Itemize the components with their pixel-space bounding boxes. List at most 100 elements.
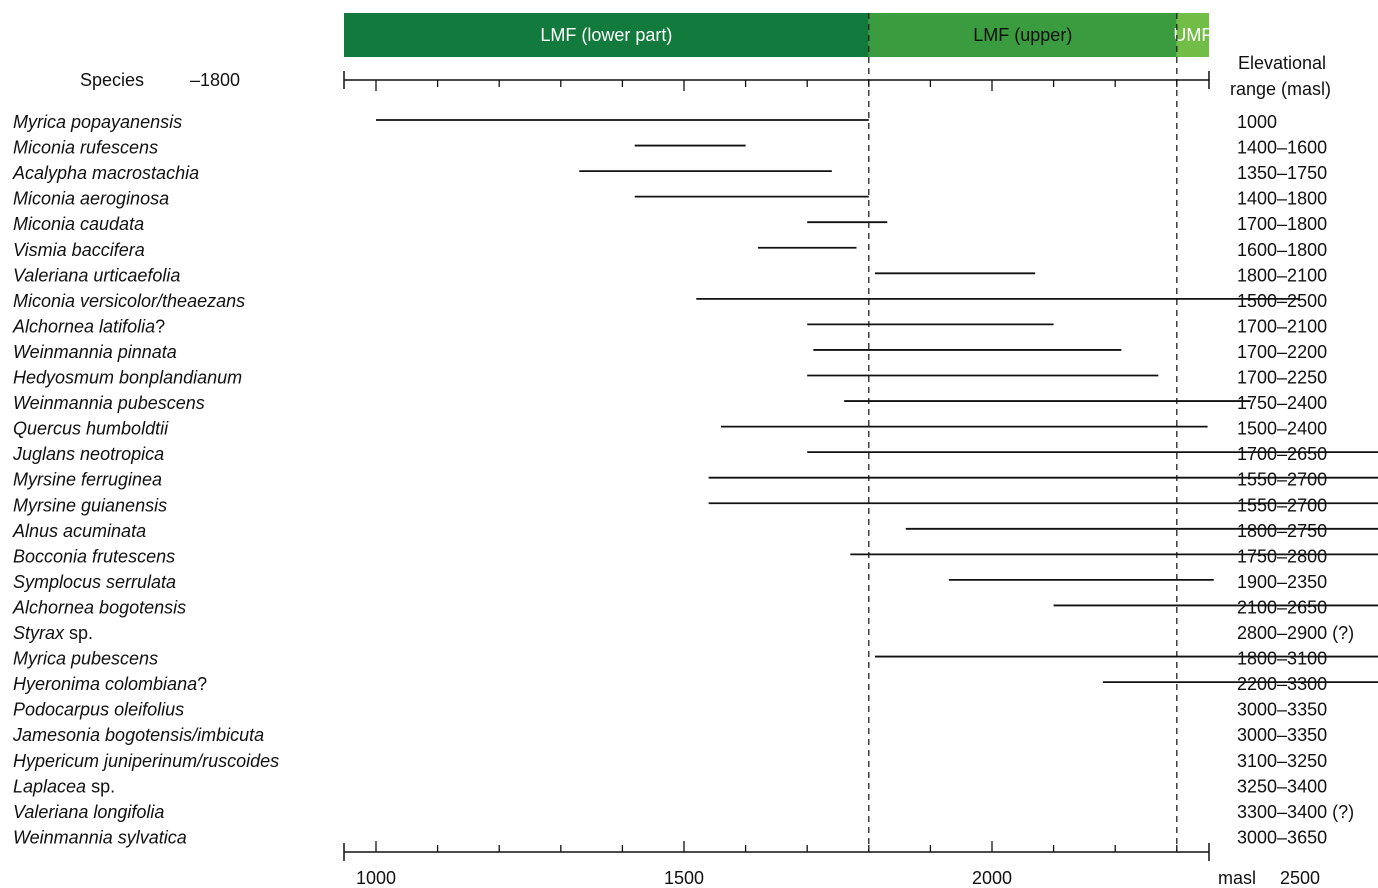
- species-name: Hyeronima colombiana?: [13, 674, 207, 694]
- species-row: Podocarpus oleifolius 3000–3350: [13, 700, 1327, 720]
- zone-band-0: [344, 13, 869, 57]
- species-range-label: 1600–1800: [1237, 240, 1327, 260]
- species-name-italic: Jamesonia bogotensis/imbicuta: [12, 725, 264, 745]
- zone-label-2: UMF: [1173, 25, 1212, 45]
- species-name: Myrsine ferruginea: [13, 470, 162, 490]
- species-range-label: 1700–2200: [1237, 342, 1327, 362]
- species-name-italic: Weinmannia pinnata: [13, 342, 177, 362]
- zone-boundary-lines: [868, 13, 1178, 852]
- species-row: Laplacea sp. 3250–3400: [13, 776, 1327, 796]
- species-name: Miconia aeroginosa: [13, 189, 169, 209]
- x-tick-label-1000: 1000: [356, 868, 396, 888]
- species-name-italic: Miconia caudata: [13, 214, 144, 234]
- species-range-label: 1750–2800: [1237, 546, 1327, 566]
- species-row: Weinmannia pinnata 1700–2200: [13, 342, 1327, 362]
- species-name-italic: Valeriana urticaefolia: [13, 265, 180, 285]
- species-name: Bocconia frutescens: [13, 546, 175, 566]
- species-range-label: 1500–2500: [1237, 291, 1327, 311]
- range-header-line-1: Elevational: [1238, 53, 1326, 73]
- species-row: Symplocus serrulata 1900–2350: [13, 572, 1327, 592]
- species-name-suffix: ?: [197, 674, 207, 694]
- species-name: Weinmannia pubescens: [13, 393, 205, 413]
- species-row: Valeriana urticaefolia 1800–2100: [13, 265, 1327, 285]
- species-name: Vismia baccifera: [13, 240, 145, 260]
- species-range-label: 1400–1800: [1237, 189, 1327, 209]
- species-name: Myrica pubescens: [13, 649, 158, 669]
- species-name: Jamesonia bogotensis/imbicuta: [12, 725, 264, 745]
- species-name-italic: Podocarpus oleifolius: [13, 700, 184, 720]
- species-range-label: 1700–2250: [1237, 368, 1327, 388]
- species-range-label: 1800–2750: [1237, 521, 1327, 541]
- species-row: Miconia aeroginosa 1400–1800: [13, 189, 1327, 209]
- species-row: Vismia baccifera 1600–1800: [13, 240, 1327, 260]
- species-name-italic: Myrica popayanensis: [13, 112, 182, 132]
- range-header-line-2: range (masl): [1230, 79, 1331, 99]
- species-name-italic: Miconia versicolor/theaezans: [13, 291, 245, 311]
- species-name-italic: Laplacea: [13, 776, 86, 796]
- species-name-italic: Bocconia frutescens: [13, 546, 175, 566]
- species-name-italic: Styrax: [13, 623, 65, 643]
- species-name-italic: Myrsine guianensis: [13, 495, 167, 515]
- species-name: Myrsine guianensis: [13, 495, 167, 515]
- species-range-label: 3000–3650: [1237, 827, 1327, 847]
- species-name-suffix: sp.: [86, 776, 115, 796]
- species-row: Jamesonia bogotensis/imbicuta 3000–3350: [12, 725, 1327, 745]
- species-row: Quercus humboldtii 1500–2400: [13, 419, 1327, 439]
- species-name-italic: Miconia rufescens: [13, 138, 158, 158]
- species-name: Hypericum juniperinum/ruscoides: [13, 751, 279, 771]
- zone-label-1: LMF (upper): [973, 25, 1072, 45]
- species-name-italic: Hedyosmum bonplandianum: [13, 368, 242, 388]
- species-row: Juglans neotropica 1700–2650: [12, 444, 1378, 464]
- species-range-label: 1350–1750: [1237, 163, 1327, 183]
- species-range-label: 3250–3400: [1237, 776, 1327, 796]
- species-name: Acalypha macrostachia: [12, 163, 199, 183]
- species-name-italic: Quercus humboldtii: [13, 419, 169, 439]
- species-row: Hedyosmum bonplandianum 1700–2250: [13, 368, 1327, 388]
- top-axis-start-label: –1800: [190, 70, 240, 90]
- species-name: Weinmannia sylvatica: [13, 827, 187, 847]
- species-name: Laplacea sp.: [13, 776, 115, 796]
- species-row: Hyeronima colombiana? 2200–3300: [13, 674, 1378, 694]
- species-range-label: 2800–2900 (?): [1237, 623, 1354, 643]
- species-range-label: 1700–2650: [1237, 444, 1327, 464]
- species-name-italic: Valeriana longifolia: [13, 802, 164, 822]
- species-row: Valeriana longifolia 3300–3400 (?): [13, 802, 1354, 822]
- species-row: Miconia versicolor/theaezans 1500–2500: [13, 291, 1327, 311]
- species-range-label: 1700–2100: [1237, 316, 1327, 336]
- species-row: Bocconia frutescens 1750–2800: [13, 546, 1378, 566]
- species-name-italic: Vismia baccifera: [13, 240, 145, 260]
- species-row: Myrica pubescens 1800–3100: [13, 649, 1378, 669]
- species-name: Alnus acuminata: [12, 521, 146, 541]
- species-header: Species: [80, 70, 144, 90]
- species-name-italic: Alchornea bogotensis: [12, 597, 186, 617]
- species-name: Myrica popayanensis: [13, 112, 182, 132]
- species-range-label: 3300–3400 (?): [1237, 802, 1354, 822]
- x-tick-label-2000: 2000: [972, 868, 1012, 888]
- species-name-italic: Hypericum juniperinum/ruscoides: [13, 751, 279, 771]
- species-range-label: 1800–2100: [1237, 265, 1327, 285]
- species-range-label: 2200–3300: [1237, 674, 1327, 694]
- species-name-italic: Symplocus serrulata: [13, 572, 176, 592]
- species-name-italic: Acalypha macrostachia: [12, 163, 199, 183]
- species-range-label: 1000: [1237, 112, 1277, 132]
- zone-band-1: [868, 13, 1177, 57]
- species-name: Alchornea latifolia?: [12, 316, 165, 336]
- species-range-label: 2100–2650: [1237, 597, 1327, 617]
- species-name-italic: Weinmannia sylvatica: [13, 827, 187, 847]
- species-row: Alnus acuminata 1800–2750: [12, 521, 1378, 541]
- species-row: Acalypha macrostachia 1350–1750: [12, 163, 1327, 183]
- species-range-label: 3000–3350: [1237, 700, 1327, 720]
- species-name: Styrax sp.: [13, 623, 93, 643]
- species-range-label: 1800–3100: [1237, 649, 1327, 669]
- vegetation-zone-bands: LMF (lower part)LMF (upper)UMFPáramo: [344, 13, 1212, 57]
- species-range-label: 3100–3250: [1237, 751, 1327, 771]
- species-row: Alchornea latifolia? 1700–2100: [12, 316, 1327, 336]
- species-name-suffix: ?: [155, 316, 165, 336]
- species-row: Weinmannia pubescens 1750–2400: [13, 393, 1327, 413]
- species-name-italic: Miconia aeroginosa: [13, 189, 169, 209]
- species-range-label: 1400–1600: [1237, 138, 1327, 158]
- species-row: Myrica popayanensis 1000: [13, 112, 1277, 132]
- species-name: Miconia versicolor/theaezans: [13, 291, 245, 311]
- species-name-suffix: sp.: [64, 623, 93, 643]
